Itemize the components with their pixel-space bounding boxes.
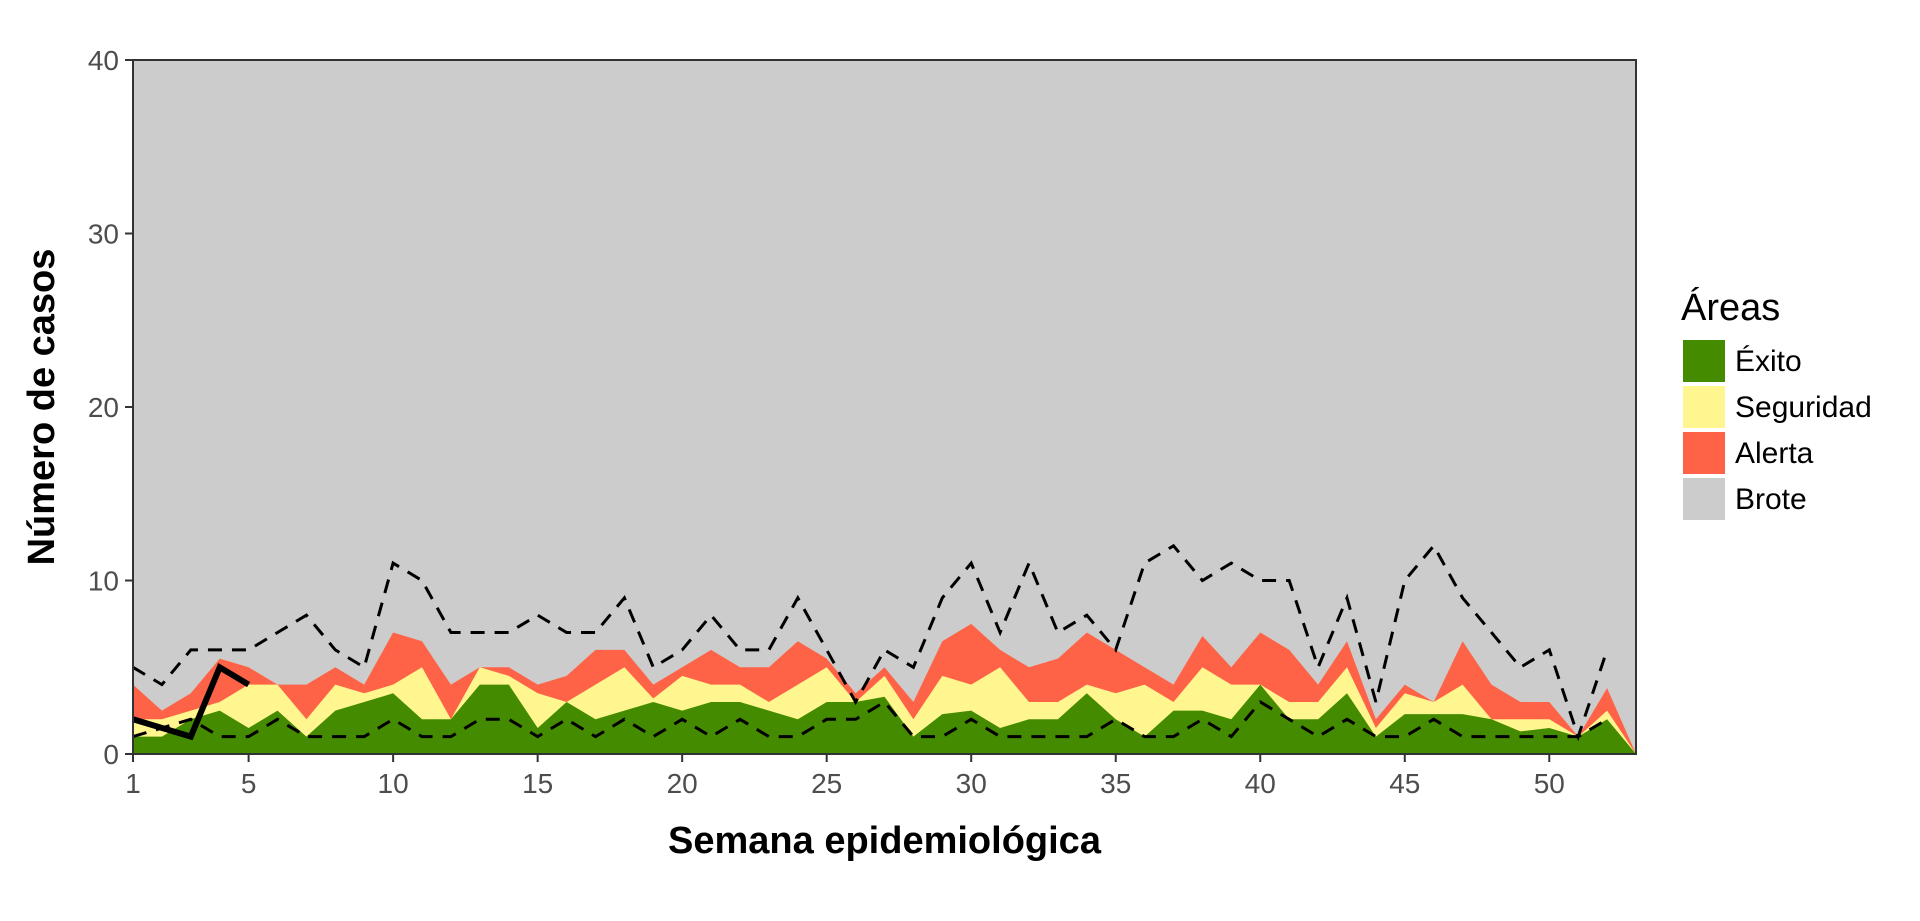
- legend-key-alerta: [1683, 432, 1725, 474]
- x-axis: 1 5 10 15 20 25 30 35 40 45 50: [125, 754, 1565, 799]
- dashed-line-upper: [132, 543, 1609, 742]
- x-tick-label: 50: [1534, 768, 1565, 799]
- y-axis-title: Número de casos: [21, 249, 63, 566]
- y-tick-label: 0: [103, 739, 119, 770]
- y-tick-label: 20: [88, 392, 119, 423]
- x-tick-label: 45: [1389, 768, 1420, 799]
- legend-label-seguridad: Seguridad: [1735, 391, 1872, 424]
- plot-panel-brote-area: [133, 60, 1636, 754]
- legend-key-brote: [1683, 478, 1725, 520]
- y-axis: 0 10 20 30 40: [88, 45, 133, 770]
- legend-label-alerta: Alerta: [1735, 437, 1814, 470]
- x-tick-label: 15: [522, 768, 553, 799]
- legend: Áreas Éxito Seguridad Alerta Brote: [1681, 286, 1872, 520]
- dashed-line-lower: [132, 700, 1608, 739]
- legend-key-seguridad: [1683, 386, 1725, 428]
- legend-label-exito: Éxito: [1735, 345, 1802, 378]
- x-tick-label: 25: [811, 768, 842, 799]
- x-tick-label: 30: [956, 768, 987, 799]
- y-tick-label: 10: [88, 566, 119, 597]
- legend-title: Áreas: [1681, 286, 1780, 329]
- x-tick-label: 1: [125, 768, 141, 799]
- x-tick-label: 40: [1245, 768, 1276, 799]
- legend-label-brote: Brote: [1735, 483, 1807, 516]
- x-tick-label: 5: [241, 768, 257, 799]
- legend-key-exito: [1683, 340, 1725, 382]
- x-tick-label: 35: [1100, 768, 1131, 799]
- x-tick-label: 20: [667, 768, 698, 799]
- x-tick-label: 10: [378, 768, 409, 799]
- x-axis-title: Semana epidemiológica: [668, 820, 1102, 862]
- observed-cases-line: [132, 662, 251, 741]
- y-tick-label: 30: [88, 219, 119, 250]
- y-tick-label: 40: [88, 45, 119, 76]
